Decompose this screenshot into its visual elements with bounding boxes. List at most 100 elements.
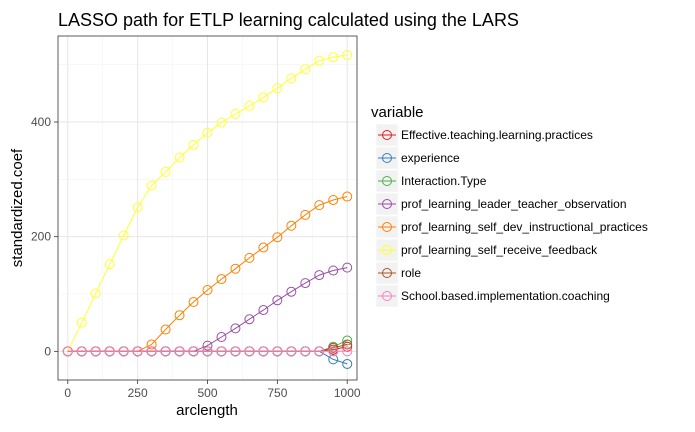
data-point: [342, 262, 353, 273]
legend-title: variable: [371, 104, 424, 121]
legend-label: prof_learning_self_receive_feedback: [401, 243, 598, 257]
y-axis-ticks: 0 200 400: [31, 115, 58, 358]
data-point: [342, 358, 353, 369]
data-point: [328, 265, 339, 276]
data-point: [300, 64, 311, 75]
data-point: [174, 152, 185, 163]
x-tick-label: 0: [64, 386, 71, 400]
data-point: [314, 200, 325, 211]
data-point: [188, 139, 199, 150]
data-point: [300, 278, 311, 289]
x-tick-label: 500: [197, 386, 217, 400]
legend-label: Effective.teaching.learning.practices: [401, 128, 593, 142]
data-point: [90, 346, 101, 357]
x-axis-title: arclength: [176, 402, 238, 419]
data-point: [272, 295, 283, 306]
data-point: [216, 346, 227, 357]
data-point: [230, 263, 241, 274]
legend-key-marker: [382, 291, 392, 301]
data-point: [314, 346, 325, 357]
data-point: [328, 342, 339, 353]
data-point: [118, 346, 129, 357]
data-point: [286, 286, 297, 297]
data-point: [342, 191, 353, 202]
data-point: [146, 346, 157, 357]
data-point: [174, 346, 185, 357]
legend-key-marker: [382, 199, 392, 209]
data-point: [258, 346, 269, 357]
data-point: [132, 346, 143, 357]
legend-label: role: [401, 266, 421, 280]
data-point: [314, 270, 325, 281]
data-point: [300, 346, 311, 357]
y-axis-title: standardized.coef: [9, 148, 26, 267]
data-point: [314, 55, 325, 66]
x-tick-label: 1000: [334, 386, 361, 400]
data-point: [202, 284, 213, 295]
data-point: [188, 346, 199, 357]
data-point: [230, 346, 241, 357]
data-point: [342, 346, 353, 357]
series-layer: [62, 49, 353, 369]
legend-key-marker: [382, 268, 392, 278]
data-point: [286, 346, 297, 357]
legend-label: Interaction.Type: [401, 174, 487, 188]
legend-key-marker: [382, 176, 392, 186]
data-point: [174, 310, 185, 321]
legend-label: prof_learning_leader_teacher_observation: [401, 197, 627, 211]
data-point: [258, 242, 269, 253]
data-point: [328, 52, 339, 63]
y-tick-label: 400: [31, 115, 51, 129]
data-point: [272, 232, 283, 243]
data-point: [286, 73, 297, 84]
data-point: [90, 288, 101, 299]
data-point: [216, 274, 227, 285]
data-point: [118, 230, 129, 241]
grid-major: [58, 36, 357, 380]
data-point: [328, 346, 339, 357]
data-point: [202, 127, 213, 138]
legend-label: School.based.implementation.coaching: [401, 289, 610, 303]
data-point: [188, 297, 199, 308]
data-point: [202, 340, 213, 351]
data-point: [160, 346, 171, 357]
data-point: [258, 305, 269, 316]
legend-key-marker: [382, 153, 392, 163]
data-point: [160, 166, 171, 177]
data-point: [244, 346, 255, 357]
series-group: [62, 346, 353, 357]
data-point: [244, 100, 255, 111]
data-point: [244, 314, 255, 325]
y-tick-label: 200: [31, 230, 51, 244]
data-point: [132, 202, 143, 213]
data-point: [146, 339, 157, 350]
data-point: [216, 117, 227, 128]
chart-title: LASSO path for ETLP learning calculated …: [58, 10, 519, 30]
data-point: [216, 332, 227, 342]
legend: Effective.teaching.learning.practices exp…: [375, 123, 648, 308]
data-point: [146, 180, 157, 191]
legend-key-marker: [382, 222, 392, 232]
data-point: [342, 341, 353, 352]
data-point: [202, 346, 213, 357]
x-tick-label: 250: [128, 386, 148, 400]
x-tick-label: 750: [267, 386, 287, 400]
y-tick-label: 0: [44, 344, 51, 358]
series-group: [62, 49, 353, 357]
data-point: [328, 194, 339, 205]
data-point: [76, 346, 87, 357]
legend-label: prof_learning_self_dev_instructional_pra…: [401, 220, 648, 234]
data-point: [62, 346, 73, 357]
data-point: [272, 346, 283, 357]
data-point: [244, 252, 255, 263]
data-point: [342, 49, 353, 60]
data-point: [230, 323, 241, 334]
data-point: [342, 339, 353, 350]
series-line: [67, 54, 348, 352]
data-point: [230, 108, 241, 119]
legend-key-marker: [382, 245, 392, 255]
data-point: [160, 324, 171, 335]
data-point: [328, 354, 339, 365]
